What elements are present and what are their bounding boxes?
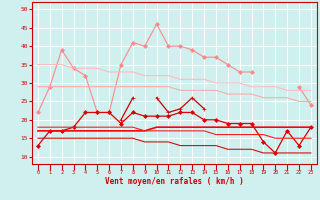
X-axis label: Vent moyen/en rafales ( km/h ): Vent moyen/en rafales ( km/h ) — [105, 177, 244, 186]
